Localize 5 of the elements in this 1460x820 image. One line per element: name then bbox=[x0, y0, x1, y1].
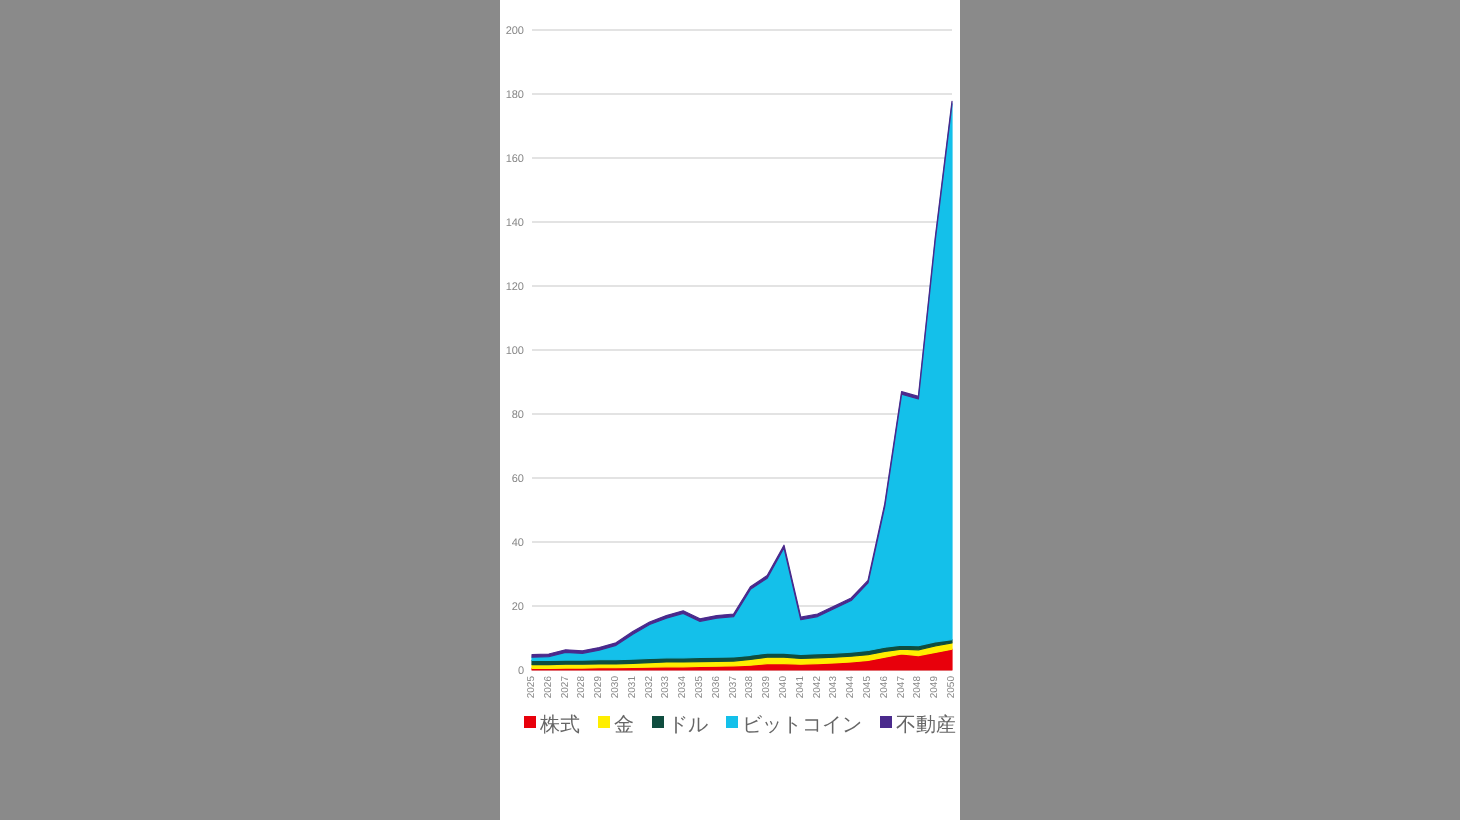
legend-label: 不動産 bbox=[896, 713, 956, 737]
legend-label: ビットコイン bbox=[742, 715, 862, 737]
legend-label: ドル bbox=[668, 715, 708, 737]
legend-label: 金 bbox=[614, 713, 634, 737]
legend-label: 株式 bbox=[538, 713, 580, 737]
